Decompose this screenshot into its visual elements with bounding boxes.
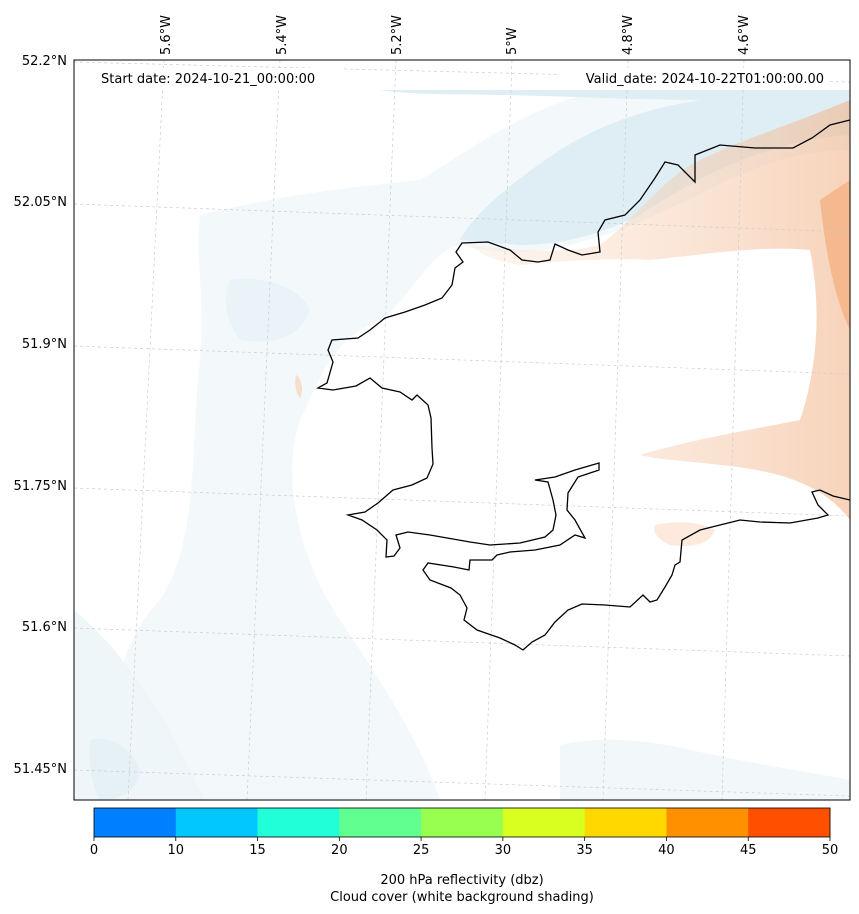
colorbar-bin [257,808,340,837]
colorbar-bin [94,808,177,837]
lon-label: 5.2°W [390,15,405,55]
colorbar-tick-label: 20 [331,843,348,858]
colorbar-tick-label: 25 [413,843,430,858]
colorbar-bin [584,808,667,837]
colorbar-ticks: 0 10 15 20 25 30 35 40 45 50 [90,837,838,858]
colorbar-tick-label: 0 [90,843,98,858]
lon-label: 5.4°W [275,15,290,55]
lat-label: 52.05°N [14,195,67,210]
valid-date-label: Valid_date: 2024-10-22T01:00:00.00 [586,72,824,87]
colorbar-label-line1: 200 hPa reflectivity (dbz) [380,873,543,888]
colorbar-bin [502,808,586,837]
lat-label: 51.75°N [14,479,67,494]
coastline [315,119,850,651]
lon-label: 4.6°W [737,15,752,55]
colorbar-tick-label: 50 [822,843,839,858]
colorbar-tick-label: 40 [658,843,675,858]
lon-label: 4.8°W [621,15,636,55]
lat-label: 52.2°N [22,54,67,69]
colorbar-bin [666,808,749,837]
colorbar-tick-label: 30 [495,843,512,858]
start-date-box [94,68,344,88]
latitude-labels: 52.2°N 52.05°N 51.9°N 51.75°N 51.6°N 51.… [14,54,67,777]
colorbar-bin [175,808,259,837]
colorbar-frame [93,807,831,838]
warm-shading [295,100,850,547]
colorbar-tick-label: 35 [576,843,593,858]
lat-label: 51.45°N [14,762,67,777]
cloud-cover-shading [74,90,850,800]
lon-label: 5.6°W [159,15,174,55]
colorbar-bin [421,808,504,837]
longitude-labels: 5.6°W 5.4°W 5.2°W 5°W 4.8°W 4.6°W [159,15,752,55]
valid-date-box [560,68,830,88]
start-date-label: Start date: 2024-10-21_00:00:00 [101,72,315,87]
lat-label: 51.6°N [22,620,67,635]
colorbar-tick-label: 10 [168,843,185,858]
map-area [74,60,850,800]
lat-label: 51.9°N [22,337,67,352]
lon-label: 5°W [505,27,520,55]
colorbar-bin [339,808,422,837]
colorbar [94,808,831,837]
colorbar-tick-label: 15 [249,843,266,858]
colorbar-bin [748,808,831,837]
colorbar-tick-label: 45 [740,843,757,858]
map-frame [73,59,851,801]
colorbar-label-line2: Cloud cover (white background shading) [330,890,594,905]
